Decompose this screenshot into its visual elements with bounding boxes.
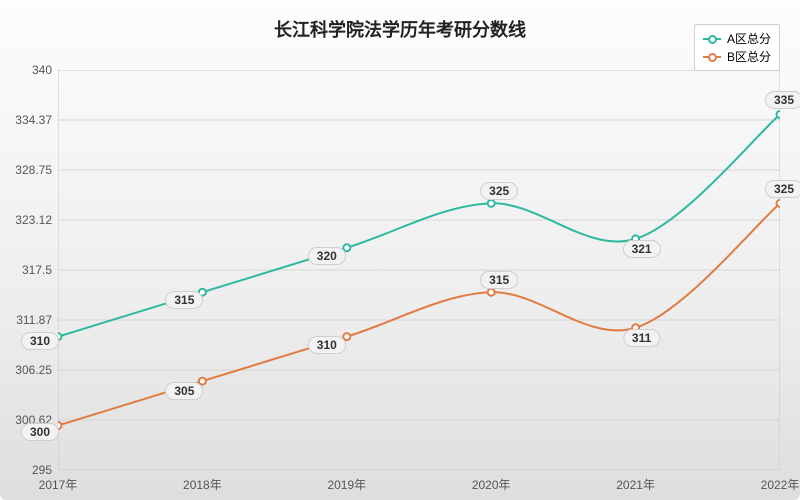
plot-area: 295300.62306.25311.87317.5323.12328.7533… xyxy=(58,70,780,470)
chart-title: 长江科学院法学历年考研分数线 xyxy=(0,16,800,42)
legend-label-a: A区总分 xyxy=(727,30,771,47)
series-marker xyxy=(488,289,495,296)
series-marker xyxy=(777,111,781,118)
x-axis-label: 2020年 xyxy=(472,470,511,493)
point-label: 325 xyxy=(480,182,518,200)
x-axis-label: 2022年 xyxy=(761,470,800,493)
y-axis-label: 334.37 xyxy=(15,113,58,127)
y-axis-label: 340 xyxy=(32,63,58,77)
point-label: 321 xyxy=(623,240,661,258)
point-label: 300 xyxy=(21,423,59,441)
point-label: 305 xyxy=(165,382,203,400)
y-axis-label: 306.25 xyxy=(15,363,58,377)
legend-mark-b xyxy=(703,56,721,58)
y-axis-label: 311.87 xyxy=(16,313,58,327)
legend-item-b: B区总分 xyxy=(703,48,771,65)
series-marker xyxy=(488,200,495,207)
x-axis-label: 2018年 xyxy=(183,470,222,493)
legend-item-a: A区总分 xyxy=(703,30,771,47)
y-axis-label: 323.12 xyxy=(15,213,58,227)
chart-svg xyxy=(58,70,780,470)
chart-container: 长江科学院法学历年考研分数线 A区总分 B区总分 295300.62306.25… xyxy=(0,0,800,500)
point-label: 335 xyxy=(765,91,800,109)
legend: A区总分 B区总分 xyxy=(694,24,780,71)
point-label: 315 xyxy=(165,291,203,309)
point-label: 325 xyxy=(765,180,800,198)
x-axis-label: 2017年 xyxy=(39,470,78,493)
legend-mark-a xyxy=(703,38,721,40)
point-label: 311 xyxy=(623,329,660,347)
point-label: 310 xyxy=(308,336,346,354)
x-axis-label: 2021年 xyxy=(616,470,655,493)
legend-label-b: B区总分 xyxy=(727,48,771,65)
x-axis-label: 2019年 xyxy=(327,470,366,493)
point-label: 315 xyxy=(480,271,518,289)
series-marker xyxy=(777,200,781,207)
point-label: 320 xyxy=(308,247,346,265)
y-axis-label: 328.75 xyxy=(15,163,58,177)
y-axis-label: 317.5 xyxy=(22,263,58,277)
point-label: 310 xyxy=(21,332,59,350)
